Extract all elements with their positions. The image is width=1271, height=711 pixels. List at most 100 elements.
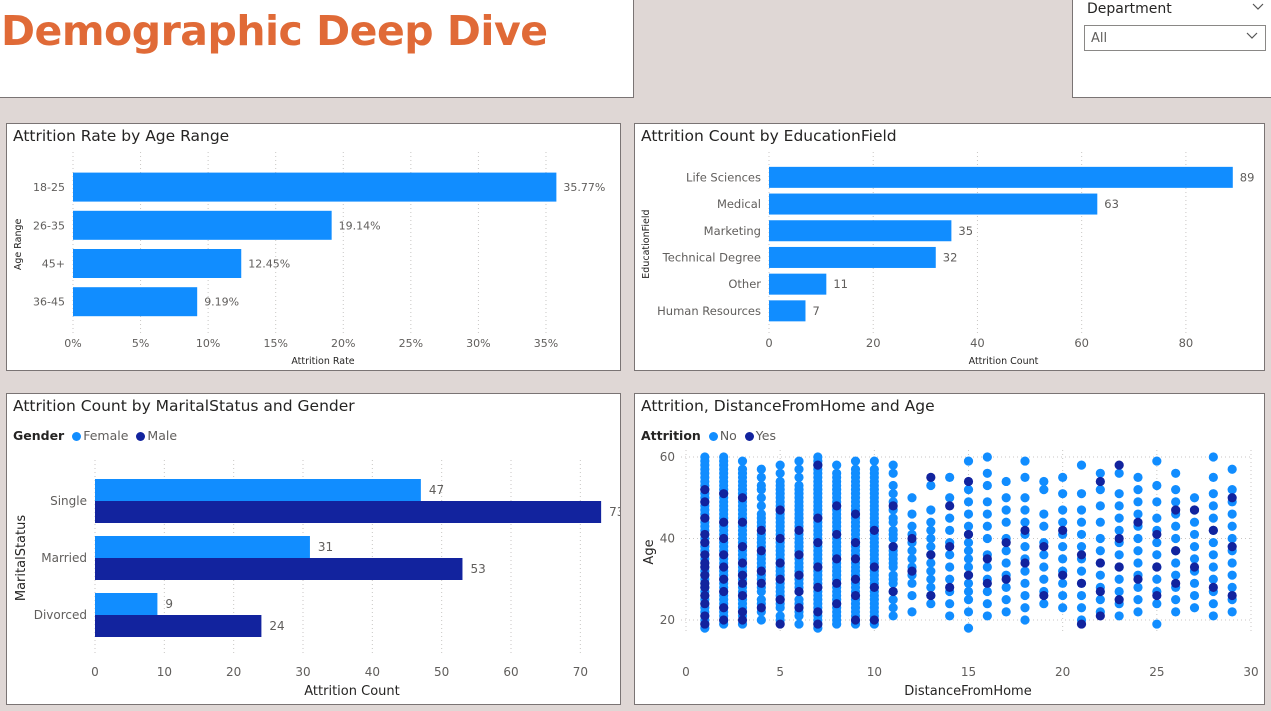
point-no <box>1133 509 1143 519</box>
point-yes <box>1133 517 1143 527</box>
bar <box>769 166 1233 188</box>
point-yes <box>719 615 729 625</box>
point-yes <box>1020 558 1030 568</box>
department-dropdown[interactable]: All <box>1084 25 1266 51</box>
point-no <box>1189 554 1200 564</box>
scatter-chart-card[interactable]: Attrition, DistanceFromHome and Age Attr… <box>634 393 1265 705</box>
point-no <box>1020 578 1030 588</box>
point-no <box>1189 529 1200 540</box>
point-yes <box>813 562 823 572</box>
bar-female <box>95 479 421 501</box>
x-tick-label: 30 <box>1243 665 1258 679</box>
point-no <box>1020 603 1030 613</box>
point-no <box>963 521 974 531</box>
point-no <box>1020 615 1030 625</box>
point-yes <box>756 566 766 576</box>
x-tick-label: 35% <box>534 337 558 350</box>
point-no <box>737 456 748 466</box>
point-no <box>756 615 766 625</box>
point-no <box>888 525 898 535</box>
point-yes <box>737 607 748 617</box>
point-yes <box>907 566 917 576</box>
point-yes <box>1171 578 1181 588</box>
point-yes <box>737 517 748 527</box>
data-label: 63 <box>1104 197 1119 211</box>
point-no <box>1189 493 1200 503</box>
x-tick-label: 80 <box>1179 336 1194 350</box>
point-no <box>1039 574 1049 584</box>
point-yes <box>850 509 861 519</box>
point-no <box>1095 468 1105 478</box>
y-tick-label: 20 <box>660 613 675 627</box>
x-tick-label: 20 <box>866 336 881 350</box>
point-yes <box>794 525 804 535</box>
point-yes <box>700 550 710 560</box>
point-yes <box>700 590 710 601</box>
x-tick-label: 20 <box>1055 665 1070 679</box>
point-no <box>1171 468 1181 478</box>
chevron-down-icon[interactable] <box>1251 0 1265 17</box>
point-yes <box>719 562 729 572</box>
point-no <box>1095 533 1105 544</box>
point-no <box>963 554 974 564</box>
y-axis-title: MaritalStatus <box>14 515 29 601</box>
point-no <box>1227 570 1237 580</box>
point-no <box>1152 599 1162 609</box>
education-chart-card[interactable]: Attrition Count by EducationField 0 20 40 6… <box>634 123 1265 371</box>
point-yes <box>775 595 785 605</box>
point-no <box>907 554 917 564</box>
point-no <box>1114 574 1124 584</box>
x-tick-label: 25 <box>1149 665 1164 679</box>
point-yes <box>794 570 804 580</box>
point-yes <box>775 533 785 544</box>
data-label: 32 <box>943 250 958 264</box>
age-range-chart-card[interactable]: Attrition Rate by Age Range 0% 5% 10% 15% 20… <box>6 123 621 371</box>
slicer-label: Department <box>1087 1 1172 17</box>
point-no <box>926 542 936 552</box>
point-yes <box>737 493 748 503</box>
point-yes <box>719 550 729 560</box>
data-label: 9.19% <box>204 296 239 309</box>
point-no <box>963 546 974 556</box>
point-no <box>1208 472 1218 482</box>
point-no <box>1020 542 1030 552</box>
x-tick-label: 50 <box>434 665 449 679</box>
point-yes <box>700 578 710 588</box>
bar-male <box>95 615 262 637</box>
point-no <box>1058 554 1068 564</box>
legend-dot-female <box>72 432 82 441</box>
point-yes <box>832 578 842 588</box>
chart-title: Attrition, DistanceFromHome and Age <box>641 397 935 415</box>
point-no <box>737 464 748 474</box>
point-no <box>1114 550 1124 560</box>
point-no <box>888 570 898 580</box>
point-no <box>963 595 974 605</box>
point-no <box>1058 472 1068 482</box>
point-yes <box>737 558 748 568</box>
point-yes <box>1114 533 1124 544</box>
point-no <box>1001 546 1011 556</box>
point-no <box>1208 489 1218 499</box>
data-label: 73 <box>609 505 620 519</box>
point-yes <box>700 537 710 548</box>
point-no <box>963 578 974 588</box>
point-yes <box>869 562 879 572</box>
point-no <box>1058 489 1068 499</box>
legend-item-no: No <box>719 428 737 443</box>
point-no <box>945 562 955 572</box>
point-yes <box>1058 570 1068 580</box>
bar <box>73 172 557 202</box>
marital-chart-card[interactable]: Attrition Count by MaritalStatus and Gen… <box>6 393 621 705</box>
point-yes <box>700 513 710 523</box>
point-no <box>926 558 936 568</box>
point-yes <box>850 590 861 601</box>
x-tick-label: 10% <box>196 337 220 350</box>
point-yes <box>737 578 748 588</box>
point-no <box>869 464 879 474</box>
point-no <box>907 493 917 503</box>
point-no <box>907 578 917 588</box>
point-no <box>775 468 785 478</box>
point-yes <box>1152 529 1162 540</box>
y-category-label: 36-45 <box>33 296 65 309</box>
y-category-label: Married <box>41 551 87 565</box>
